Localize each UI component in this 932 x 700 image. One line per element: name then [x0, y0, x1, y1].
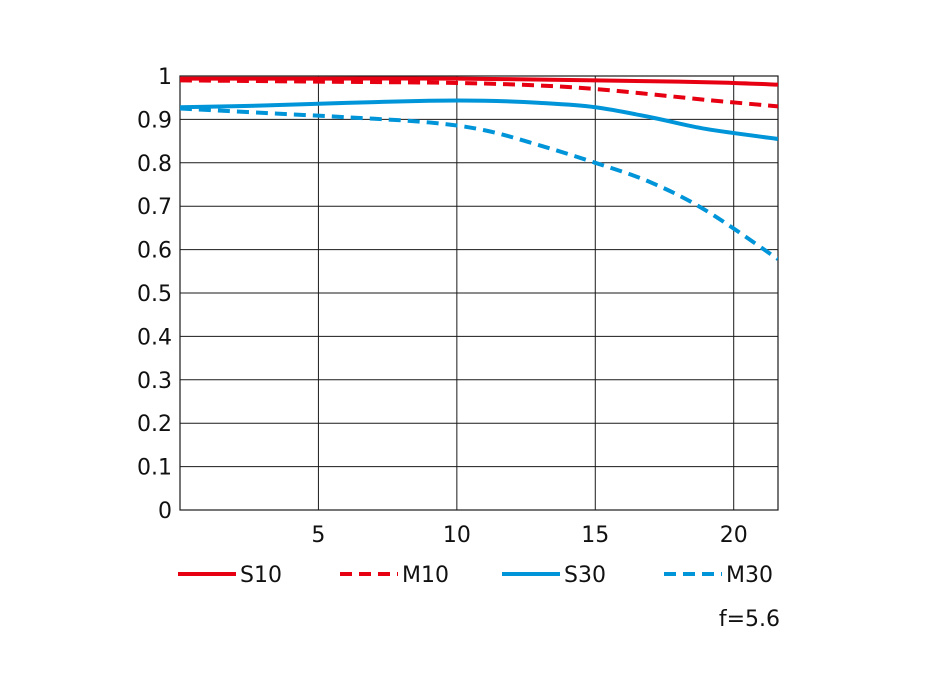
legend-label: S30 [564, 563, 606, 588]
y-tick-label: 0.2 [137, 412, 172, 437]
y-tick-label: 0.9 [137, 108, 172, 133]
y-tick-label: 0.3 [137, 369, 172, 394]
x-axis-tick-labels: 5 10 15 20 [311, 523, 747, 548]
y-tick-label: 0.5 [137, 282, 172, 307]
grid-lines [180, 75, 778, 511]
y-axis-tick-labels: 0 0.1 0.2 0.3 0.4 0.5 0.6 0.7 0.8 0.9 1 [137, 65, 172, 524]
series-line-m30 [180, 106, 778, 261]
legend-item-m10: M10 [340, 563, 449, 588]
legend-label: S10 [240, 563, 282, 588]
series-line-m10 [180, 78, 778, 109]
legend-item-s30: S30 [502, 563, 606, 588]
x-tick-label: 10 [443, 523, 471, 548]
y-tick-label: 0.7 [137, 195, 172, 220]
aperture-annotation: f=5.6 [718, 607, 780, 632]
series-line-s10 [180, 76, 778, 87]
y-tick-label: 0.4 [137, 325, 172, 350]
y-tick-label: 1 [158, 65, 172, 90]
series-layer [180, 76, 778, 261]
y-tick-label: 0.1 [137, 456, 172, 481]
x-tick-label: 15 [581, 523, 609, 548]
legend-label: M10 [402, 563, 449, 588]
legend-item-s10: S10 [178, 563, 282, 588]
y-tick-label: 0.6 [137, 239, 172, 264]
legend: S10 M10 S30 M30 [178, 563, 773, 588]
y-tick-label: 0 [158, 499, 172, 524]
y-tick-label: 0.8 [137, 152, 172, 177]
plot-area-frame [179, 75, 779, 511]
x-tick-label: 20 [720, 523, 748, 548]
legend-item-m30: M30 [664, 563, 773, 588]
series-line-s30 [180, 98, 778, 141]
x-tick-label: 5 [311, 523, 325, 548]
legend-label: M30 [726, 563, 773, 588]
